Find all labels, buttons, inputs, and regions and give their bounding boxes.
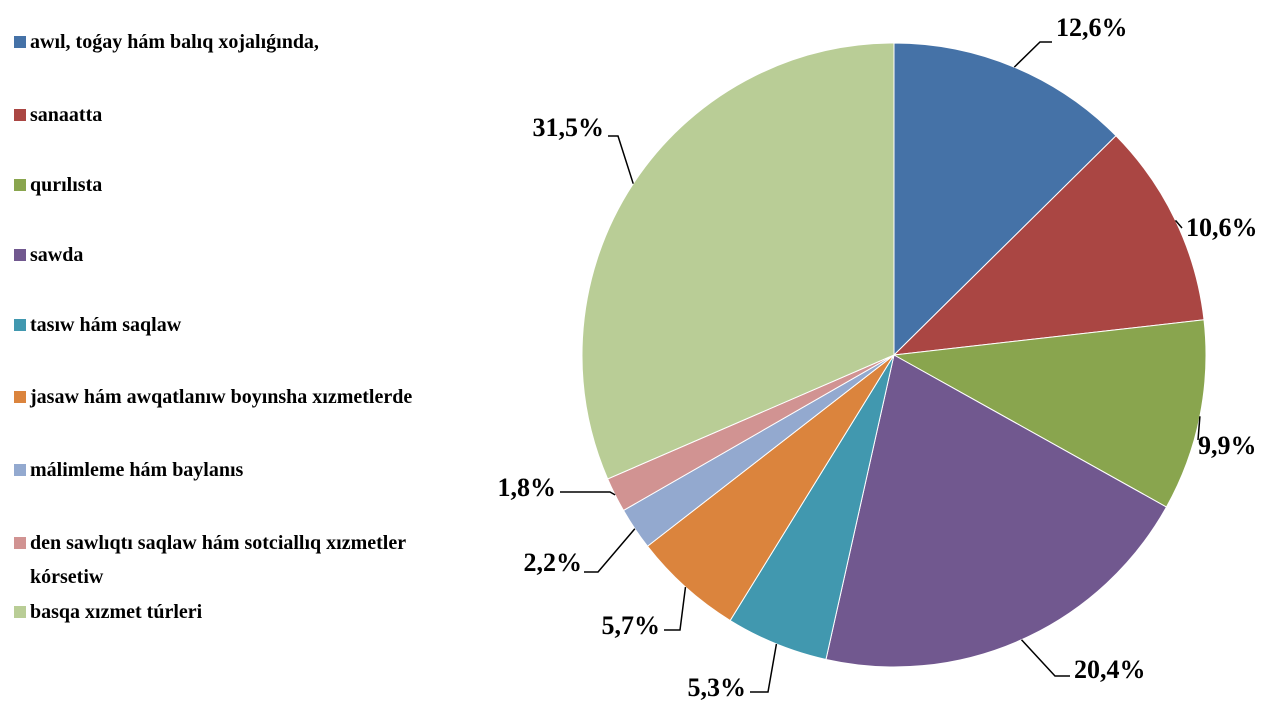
legend-item: basqa xızmet túrleri <box>14 595 450 629</box>
legend-label: tasıw hám saqlaw <box>30 314 182 336</box>
pie-slice <box>892 319 1207 508</box>
legend-label: sawda <box>30 244 84 266</box>
legend-item: awıl, toǵay hám balıq xojalıǵında, <box>14 25 450 59</box>
data-label: 5,3% <box>688 673 747 702</box>
leader-line <box>750 643 778 693</box>
data-label: 31,5% <box>533 113 605 142</box>
data-label: 10,6% <box>1186 213 1258 242</box>
legend-item: sanaatta <box>14 98 450 132</box>
legend-label: basqa xızmet túrleri <box>30 601 203 623</box>
leader-line <box>1013 41 1052 68</box>
legend-label: sanaatta <box>30 104 103 126</box>
legend-label: den sawlıqtı saqlaw hám sotciallıq xızme… <box>30 532 406 588</box>
data-label: 9,9% <box>1198 431 1257 460</box>
legend-item: málimleme hám baylanıs <box>14 453 450 487</box>
legend-item: qurılısta <box>14 168 450 202</box>
legend-swatch <box>14 179 26 191</box>
legend-label: málimleme hám baylanıs <box>30 459 244 481</box>
data-label: 1,8% <box>498 473 557 502</box>
legend-item: sawda <box>14 238 450 272</box>
legend-swatch <box>14 537 26 549</box>
pie-slice <box>892 135 1205 356</box>
leader-line <box>560 491 616 496</box>
legend-label: jasaw hám awqatlanıw boyınsha xızmetlerd… <box>30 386 413 408</box>
data-label: 2,2% <box>524 548 583 577</box>
legend-label: awıl, toǵay hám balıq xojalıǵında, <box>30 31 319 53</box>
leader-line <box>1197 416 1201 441</box>
leader-line <box>1020 639 1070 677</box>
leader-line <box>584 528 636 573</box>
leader-line <box>1174 219 1183 229</box>
data-label: 20,4% <box>1074 655 1146 684</box>
legend-item: den sawlıqtı saqlaw hám sotciallıq xızme… <box>14 526 450 594</box>
legend-swatch <box>14 319 26 331</box>
legend-swatch <box>14 36 26 48</box>
pie-slice <box>581 42 895 480</box>
data-label: 12,6% <box>1056 13 1128 42</box>
data-label: 5,7% <box>602 611 661 640</box>
legend-item: tasıw hám saqlaw <box>14 308 450 342</box>
legend-swatch <box>14 464 26 476</box>
legend-swatch <box>14 249 26 261</box>
legend-label: qurılısta <box>30 174 103 196</box>
pie-slice <box>893 42 1117 357</box>
legend-swatch <box>14 391 26 403</box>
legend-item: jasaw hám awqatlanıw boyınsha xızmetlerd… <box>14 380 450 414</box>
legend-swatch <box>14 606 26 618</box>
leader-line <box>608 135 634 184</box>
leader-line <box>664 586 687 631</box>
legend-swatch <box>14 109 26 121</box>
